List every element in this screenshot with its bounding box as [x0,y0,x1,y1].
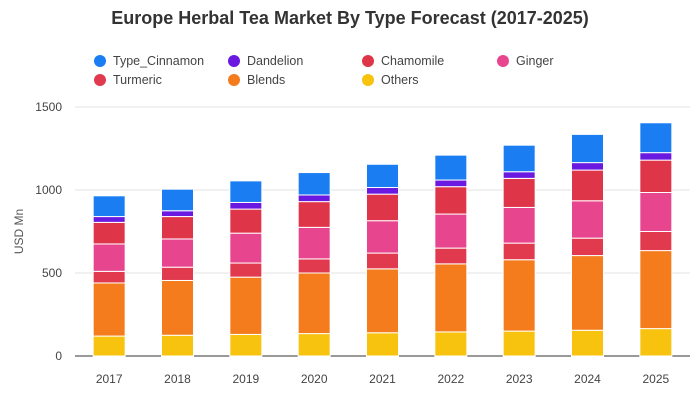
x-tick-label-2017: 2017 [96,372,123,386]
legend-marker-turmeric [94,74,106,86]
legend-marker-others [362,74,374,86]
legend-label-others: Others [381,73,419,87]
bar-others-2021 [366,332,399,357]
bar-blends-2023 [502,259,536,332]
bar-type-cinnamon-2023 [502,144,536,173]
bar-others-2019 [229,333,263,357]
bar-ginger-2020 [297,226,331,260]
bar-blends-2022 [434,263,468,333]
bar-others-2022 [434,331,468,357]
bar-dandelion-2017 [92,216,126,223]
bar-chamomile-2024 [571,169,604,202]
bar-dandelion-2024 [571,162,604,171]
bar-turmeric-2019 [229,262,263,278]
legend-label-type-cinnamon: Type_Cinnamon [113,54,204,68]
bar-others-2020 [297,333,331,357]
bar-blends-2024 [571,255,604,331]
x-tick-label-2023: 2023 [506,372,533,386]
x-tick-label-2024: 2024 [574,372,601,386]
bar-turmeric-2017 [92,270,126,284]
legend-label-dandelion: Dandelion [247,54,303,68]
bar-dandelion-2018 [161,210,194,218]
bar-blends-2018 [161,279,194,336]
y-tick-label-500: 500 [42,266,62,280]
bar-dandelion-2019 [229,201,263,210]
bar-chamomile-2018 [161,216,194,240]
bar-ginger-2018 [161,238,194,268]
legend-marker-type-cinnamon [94,55,106,67]
bar-turmeric-2022 [434,247,468,265]
bar-blends-2017 [92,282,126,337]
legend-label-ginger: Ginger [516,54,554,68]
bar-dandelion-2021 [366,187,399,195]
bar-blends-2025 [639,250,673,330]
bar-blends-2020 [297,272,331,335]
bar-ginger-2022 [434,213,468,249]
legend-marker-blends [228,74,240,86]
x-tick-label-2018: 2018 [164,372,191,386]
bar-ginger-2025 [639,191,673,233]
bar-type-cinnamon-2025 [639,122,673,154]
bar-ginger-2017 [92,243,126,272]
x-tick-label-2022: 2022 [437,372,464,386]
legend-marker-dandelion [228,55,240,67]
bar-turmeric-2023 [502,242,536,261]
bar-blends-2021 [366,268,399,334]
bar-chamomile-2019 [229,208,263,234]
bar-type-cinnamon-2019 [229,180,263,203]
x-tick-label-2021: 2021 [369,372,396,386]
legend-label-blends: Blends [247,73,285,87]
bar-dandelion-2020 [297,194,331,203]
bar-ginger-2021 [366,220,399,254]
bar-chamomile-2022 [434,186,468,215]
bar-ginger-2019 [229,232,263,264]
bar-turmeric-2025 [639,231,673,252]
bar-others-2018 [161,334,194,357]
x-tick-label-2020: 2020 [301,372,328,386]
bar-others-2017 [92,335,126,357]
y-tick-label-0: 0 [55,349,62,363]
legend-marker-chamomile [362,55,374,67]
bar-dandelion-2022 [434,179,468,188]
bar-dandelion-2025 [639,152,673,161]
bar-turmeric-2021 [366,252,399,270]
y-axis-label: USD Mn [12,209,26,254]
legend-label-turmeric: Turmeric [113,73,162,87]
bar-type-cinnamon-2018 [161,188,194,212]
bar-chamomile-2020 [297,201,331,228]
bar-type-cinnamon-2024 [571,133,604,164]
legend-marker-ginger [497,55,509,67]
bar-others-2023 [502,330,536,357]
bar-ginger-2023 [502,206,536,244]
bar-turmeric-2018 [161,266,194,281]
y-tick-label-1000: 1000 [35,183,62,197]
bar-blends-2019 [229,276,263,335]
bar-others-2025 [639,328,673,357]
bar-others-2024 [571,329,604,357]
bar-ginger-2024 [571,200,604,239]
bar-chamomile-2021 [366,193,399,222]
x-tick-label-2019: 2019 [232,372,259,386]
bar-type-cinnamon-2021 [366,163,399,189]
bar-type-cinnamon-2022 [434,154,468,181]
bar-chamomile-2017 [92,221,126,245]
bar-turmeric-2024 [571,237,604,257]
legend-label-chamomile: Chamomile [381,54,444,68]
chart-title: Europe Herbal Tea Market By Type Forecas… [111,8,589,28]
bar-turmeric-2020 [297,258,331,274]
x-tick-label-2025: 2025 [642,372,669,386]
bar-type-cinnamon-2020 [297,172,331,196]
bar-chamomile-2023 [502,177,536,208]
y-tick-label-1500: 1500 [35,100,62,114]
bar-type-cinnamon-2017 [92,195,126,218]
bar-chamomile-2025 [639,159,673,193]
bar-dandelion-2023 [502,171,536,179]
